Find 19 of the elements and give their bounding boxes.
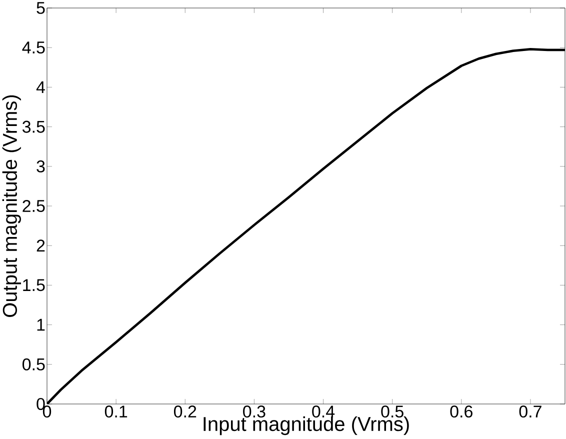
y-tick-label: 5 <box>36 2 45 14</box>
y-tick-label: 2 <box>36 240 45 252</box>
x-tick-label: 0.5 <box>381 406 404 418</box>
x-axis-title: Input magnitude (Vrms) <box>204 416 409 436</box>
y-tick-label: 1 <box>37 318 45 331</box>
y-tick-label: 4 <box>36 81 45 94</box>
x-tick-label: 0.6 <box>450 406 472 418</box>
x-tick-label: 0.1 <box>104 406 128 418</box>
x-tick-label: 0.4 <box>312 406 335 418</box>
x-tick-label: 0.2 <box>174 406 196 418</box>
y-tick-label: 3 <box>36 160 45 172</box>
y-tick-label: 0.5 <box>22 358 45 370</box>
y-tick-label: 4.5 <box>22 42 45 54</box>
y-tick-label: 2.5 <box>22 200 45 212</box>
x-tick-label: 0.3 <box>243 406 266 418</box>
y-tick-label: 1.5 <box>23 279 45 292</box>
x-tick-label: 0.7 <box>519 406 542 418</box>
y-axis-title: Output magnitude (Vrms) <box>2 95 21 317</box>
y-tick-label: 3.5 <box>22 120 45 133</box>
